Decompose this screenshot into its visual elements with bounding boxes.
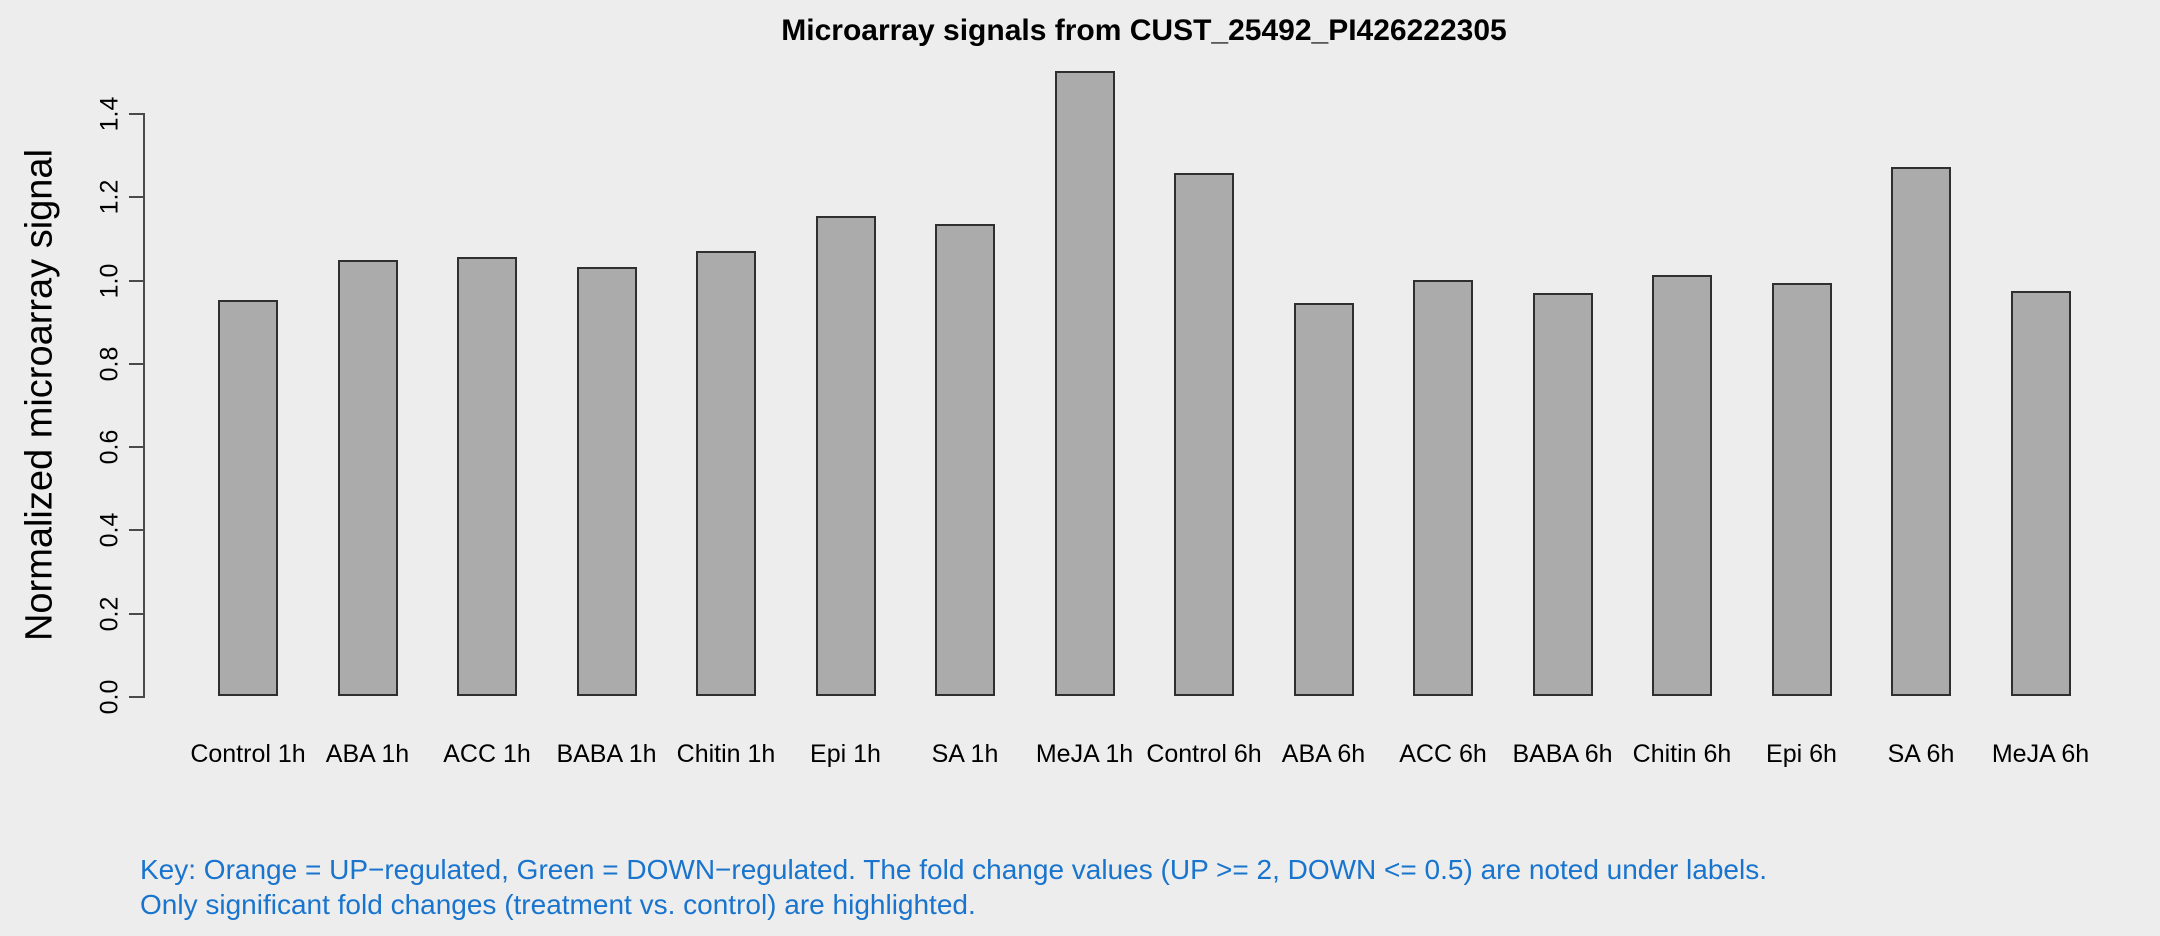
x-tick-label: ACC 6h xyxy=(1399,740,1487,768)
x-tick-label: ACC 1h xyxy=(443,740,531,768)
x-tick-label: Chitin 1h xyxy=(676,740,776,768)
x-tick-label: SA 1h xyxy=(931,740,999,768)
bar-aba-1h xyxy=(337,260,398,696)
y-tick-label: 1.2 xyxy=(95,179,124,215)
x-tick-label: Control 6h xyxy=(1146,740,1262,768)
x-tick-label: Chitin 6h xyxy=(1632,740,1732,768)
bar-acc-1h xyxy=(457,256,517,696)
bar-sa-1h xyxy=(935,224,995,696)
x-tick-label: BABA 1h xyxy=(556,740,657,768)
y-tick-label: 0.6 xyxy=(95,429,124,465)
bar-meja-1h xyxy=(1054,71,1115,696)
y-tick xyxy=(129,446,143,449)
y-tick xyxy=(129,362,143,365)
y-tick xyxy=(129,696,143,698)
x-tick-label: ABA 6h xyxy=(1281,740,1366,768)
x-tick-label: MeJA 1h xyxy=(1035,740,1134,768)
x-tick-label: ABA 1h xyxy=(325,740,410,768)
y-axis-label: Normalized microarray signal xyxy=(18,148,61,642)
caption-line-2: Only significant fold changes (treatment… xyxy=(140,889,976,920)
caption-line-1: Key: Orange = UP−regulated, Green = DOWN… xyxy=(140,854,1767,885)
bar-chitin-6h xyxy=(1652,275,1712,696)
bar-acc-6h xyxy=(1413,280,1473,696)
bar-control-1h xyxy=(218,300,278,696)
y-tick xyxy=(129,612,143,615)
x-tick-label: BABA 6h xyxy=(1512,740,1613,768)
x-tick-label: SA 6h xyxy=(1887,740,1955,768)
key-caption: Key: Orange = UP−regulated, Green = DOWN… xyxy=(140,852,1767,922)
y-tick-label: 0.2 xyxy=(95,596,124,632)
y-tick-label: 0.8 xyxy=(95,346,124,382)
bar-epi-1h xyxy=(815,216,876,696)
bar-chitin-1h xyxy=(696,250,756,696)
y-tick-label: 0.0 xyxy=(95,679,124,715)
x-tick-label: Epi 6h xyxy=(1766,740,1837,768)
y-tick xyxy=(129,113,143,116)
y-axis-line xyxy=(143,113,145,698)
bar-meja-6h xyxy=(2010,290,2071,696)
x-tick-label: MeJA 6h xyxy=(1991,740,2090,768)
chart-title: Microarray signals from CUST_25492_PI426… xyxy=(781,14,1507,47)
x-tick-label: Epi 1h xyxy=(810,740,881,768)
bar-control-6h xyxy=(1174,173,1234,696)
bar-baba-1h xyxy=(576,266,637,696)
bar-sa-6h xyxy=(1891,167,1951,696)
y-tick-label: 1.4 xyxy=(95,96,124,132)
y-tick xyxy=(129,529,143,532)
x-tick-label: Control 1h xyxy=(190,740,306,768)
y-tick xyxy=(129,196,143,199)
bar-epi-6h xyxy=(1771,282,1832,696)
bar-baba-6h xyxy=(1532,292,1593,696)
y-tick-label: 1.0 xyxy=(95,263,124,298)
bar-aba-6h xyxy=(1293,302,1354,696)
y-tick-label: 0.4 xyxy=(95,513,124,548)
y-tick xyxy=(129,279,143,282)
